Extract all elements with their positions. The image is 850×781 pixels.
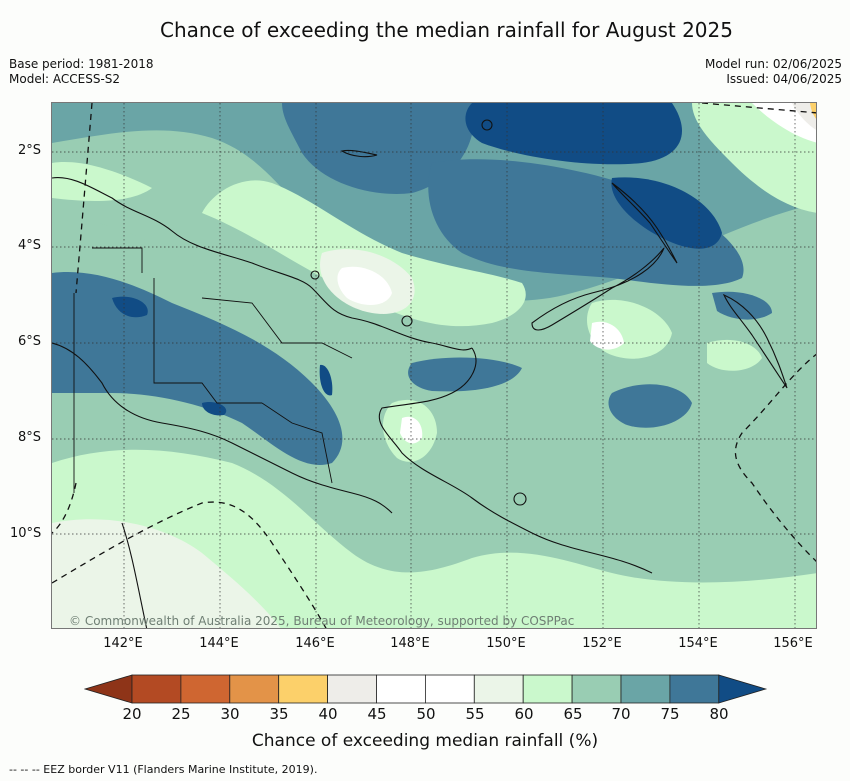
issued-date: Issued: 04/06/2025: [726, 72, 842, 86]
lon-label: 146°E: [295, 636, 335, 651]
colorbar-cell-55_60: [473, 674, 524, 704]
lat-label: 2°S: [18, 143, 42, 158]
colorbar-cell-70_75: [620, 674, 671, 704]
model-run: Model run: 02/06/2025: [704, 57, 842, 71]
colorbar-tick: 20: [122, 705, 142, 723]
eez-legend-note: -- -- -- EEZ border V11 (Flanders Marine…: [9, 763, 318, 776]
contour-60-65-northwest: [52, 162, 152, 201]
colorbar-tick: 75: [660, 705, 680, 723]
colorbar-label: Chance of exceeding median rainfall (%): [251, 731, 599, 751]
colorbar-cell-65_70: [571, 674, 622, 704]
colorbar-tick: 50: [416, 705, 436, 723]
lon-label: 144°E: [199, 636, 239, 651]
contour-75-80-westpng: [52, 272, 343, 465]
contour-60-65-east: [707, 339, 762, 371]
colorbar-tick: 25: [171, 705, 191, 723]
meta-right: Model run: 02/06/2025 Issued: 04/06/2025: [705, 57, 842, 87]
colorbar-cell-35_40: [278, 674, 328, 704]
lon-label: 148°E: [390, 636, 430, 651]
colorbar-tick: 70: [611, 705, 631, 723]
lon-label: 156°E: [773, 636, 813, 651]
model-name: Model: ACCESS-S2: [9, 72, 121, 86]
contour-40-45: [792, 103, 816, 130]
rainfall-map[interactable]: [52, 103, 817, 629]
eez-borders: [52, 103, 816, 628]
contour-55-60-southwest: [52, 519, 281, 628]
base-period: Base period: 1981-2018: [9, 57, 154, 71]
colorbar-tick: 40: [318, 705, 338, 723]
lon-label: 152°E: [582, 636, 622, 651]
colorbar-tick: 60: [514, 705, 534, 723]
colorbar-tick: 45: [367, 705, 387, 723]
lat-label: 4°S: [18, 238, 42, 253]
lon-label: 150°E: [486, 636, 526, 651]
contour-75-80-solomon: [608, 384, 692, 428]
meta-left: Base period: 1981-2018 Model: ACCESS-S2: [9, 57, 154, 87]
contour-45-55: [337, 266, 392, 305]
colorbar-tick: 55: [465, 705, 485, 723]
contour-60-65-south: [52, 449, 816, 628]
colorbar-cell-50_55: [424, 674, 475, 704]
colorbar-extend-high: [718, 674, 768, 704]
contour-75-80-bismarck: [428, 159, 744, 286]
contour-35-40: [810, 103, 816, 119]
page-title: Chance of exceeding the median rainfall …: [160, 18, 733, 42]
colorbar: [84, 674, 768, 704]
province-borders: [73, 247, 353, 493]
colorbar-cell-40_45: [327, 674, 377, 704]
contour-above-80-central: [319, 364, 333, 396]
coastlines: [52, 119, 788, 628]
contour-75-80-gulf: [408, 357, 522, 392]
contour-above-80-newireland: [611, 177, 722, 249]
lat-label: 8°S: [18, 430, 42, 445]
colorbar-cell-45_50: [376, 674, 426, 704]
colorbar-cell-25_30: [180, 674, 231, 704]
colorbar-tick: 65: [563, 705, 583, 723]
colorbar-cell-30_35: [229, 674, 280, 704]
contour-45-55-newbritain: [590, 321, 624, 350]
colorbar-cell-20_25: [131, 674, 182, 704]
contour-above-80-west: [112, 296, 148, 318]
copyright-notice: © Commonwealth of Australia 2025, Bureau…: [69, 614, 575, 628]
colorbar-cells: [84, 674, 768, 704]
colorbar-cell-75_80: [669, 674, 720, 704]
colorbar-extend-low: [84, 674, 133, 704]
colorbar-tick: 30: [220, 705, 240, 723]
map-panel[interactable]: [51, 102, 817, 629]
lat-label: 10°S: [10, 526, 42, 541]
lat-label: 6°S: [18, 334, 42, 349]
contour-60-65-northeast: [692, 103, 816, 213]
colorbar-tick: 35: [269, 705, 289, 723]
lon-label: 154°E: [678, 636, 718, 651]
contour-75-80-north: [282, 103, 474, 194]
colorbar-cell-60_65: [522, 674, 573, 704]
contour-above-80-north: [465, 103, 682, 165]
colorbar-tick: 80: [709, 705, 729, 723]
contour-45-55-papua: [400, 416, 423, 444]
lon-label: 142°E: [103, 636, 143, 651]
